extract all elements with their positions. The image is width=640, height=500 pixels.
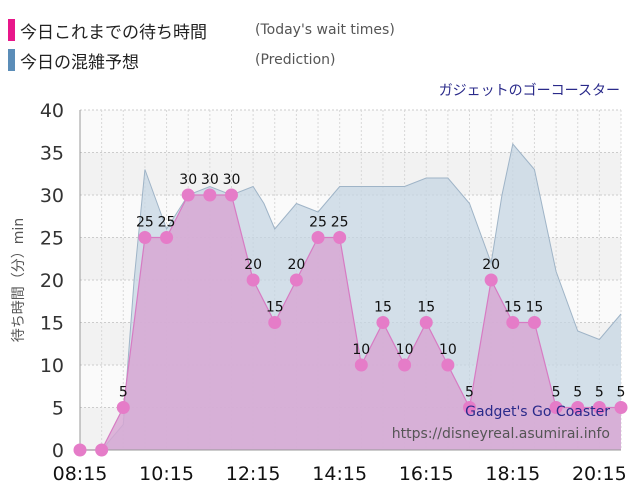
y-tick-label: 35 [40,143,64,165]
legend-prediction-en: (Prediction) [255,52,336,68]
today-area [80,195,621,450]
legend-prediction-swatch [8,49,15,71]
today-value-label: 15 [417,300,435,316]
today-value-label: 15 [266,300,284,316]
y-axis-label: 待ち時間（分）min [11,217,27,343]
today-point [441,358,455,372]
today-point [289,273,303,287]
today-point [484,273,498,287]
x-tick-label: 18:15 [485,463,540,485]
today-value-label: 15 [504,300,522,316]
today-value-label: 30 [201,172,219,188]
today-value-label: 5 [595,385,604,401]
watermark-url: https://disneyreal.asumirai.info [391,426,610,442]
y-tick-label: 5 [52,398,64,420]
today-point [376,316,390,329]
x-tick-label: 10:15 [139,463,194,485]
today-point [95,443,109,457]
y-tick-label: 0 [52,440,64,462]
plot-band [80,110,621,153]
today-point [138,231,152,244]
today-value-label: 20 [287,257,305,273]
prediction-line [80,142,622,451]
x-tick-label: 14:15 [312,463,367,485]
today-value-label: 25 [136,215,154,231]
today-value-label: 5 [465,385,474,401]
today-point [463,401,477,414]
today-point [224,188,238,202]
today-point [398,358,412,372]
today-point [549,401,563,414]
today-point [614,401,628,414]
today-value-label: 15 [374,300,392,316]
today-point [592,401,606,414]
today-point [246,273,260,287]
legend-today-en: (Today's wait times) [255,22,395,38]
y-tick-label: 20 [40,270,64,292]
today-value-label: 20 [482,257,500,273]
today-value-label: 10 [396,342,414,358]
today-point [73,443,87,457]
legend-today-label: 今日これまでの待ち時間 [20,22,207,43]
today-point [116,401,130,414]
chart-title: ガジェットのゴーコースター [438,83,620,99]
y-tick-label: 40 [40,100,64,122]
today-point [333,231,347,244]
today-point [181,188,195,202]
watermark-ride-name: Gadget's Go Coaster [465,404,610,420]
today-point [311,231,325,244]
y-tick-label: 25 [40,228,64,250]
today-value-label: 25 [309,215,327,231]
today-value-label: 10 [439,342,457,358]
x-tick-label: 16:15 [399,463,454,485]
today-value-label: 5 [573,385,582,401]
today-point [354,358,368,372]
today-point [506,316,520,329]
x-tick-label: 20:15 [572,463,627,485]
legend-prediction-label: 今日の混雑予想 [20,52,139,73]
today-point [160,231,174,244]
y-tick-label: 30 [40,185,64,207]
today-value-label: 25 [331,215,349,231]
legend-prediction: 今日の混雑予想 (Prediction) [8,48,336,73]
today-point [203,188,217,202]
today-point [527,316,541,329]
today-point [571,401,585,414]
today-value-label: 5 [617,385,626,401]
today-value-label: 30 [223,172,241,188]
legend-today-swatch [8,19,15,41]
today-value-label: 5 [119,385,128,401]
today-value-label: 5 [552,385,561,401]
today-point [268,316,282,329]
today-value-label: 15 [526,300,544,316]
today-value-label: 25 [158,215,176,231]
x-tick-label: 12:15 [226,463,281,485]
x-tick-label: 08:15 [53,463,108,485]
y-tick-label: 15 [40,313,64,335]
legend-today: 今日これまでの待ち時間 (Today's wait times) [8,18,395,43]
y-tick-label: 10 [40,355,64,377]
today-value-label: 20 [244,257,262,273]
today-value-label: 30 [179,172,197,188]
today-point [419,316,433,329]
today-value-label: 10 [352,342,370,358]
